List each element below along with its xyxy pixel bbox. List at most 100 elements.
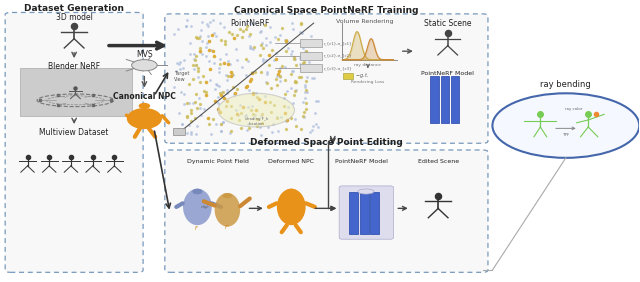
Point [281,118,291,123]
Point [195,113,205,118]
Point [185,40,195,45]
Point [216,129,226,133]
Point [223,73,234,78]
Point [248,45,259,49]
Point [172,61,182,65]
Point [208,116,218,121]
Point [252,108,262,113]
Point [173,27,183,31]
Point [200,45,211,49]
Point [254,97,264,101]
Point [252,117,262,122]
Point [282,88,292,93]
Point [248,21,259,25]
Point [301,78,312,83]
Text: PointNeRF Model: PointNeRF Model [421,71,474,76]
Point [289,57,299,61]
Point [232,32,242,37]
Point [275,114,285,119]
FancyBboxPatch shape [165,14,488,143]
Point [301,49,312,53]
Point [310,99,321,103]
Point [226,115,236,120]
Point [184,123,194,128]
Point [241,22,251,27]
Point [222,90,232,95]
Point [275,33,285,38]
Text: $c(\psi)$: $c(\psi)$ [200,203,210,211]
Point [232,58,242,62]
Point [182,130,193,135]
FancyBboxPatch shape [339,186,394,239]
Point [186,24,196,28]
Text: Blender NeRF: Blender NeRF [48,62,100,71]
Text: Multiview Dataset: Multiview Dataset [40,128,109,137]
Text: MVS: MVS [136,50,153,59]
FancyBboxPatch shape [20,68,132,116]
Point [279,104,289,108]
Point [181,24,191,29]
Point [211,34,221,39]
Point [189,56,200,61]
Point [246,46,256,50]
Point [244,126,255,130]
Point [191,92,201,97]
Point [179,58,189,62]
Point [261,58,271,63]
Point [202,41,212,45]
Point [237,29,248,34]
Point [204,58,214,63]
FancyBboxPatch shape [300,64,322,72]
Point [300,50,310,54]
Point [186,119,196,123]
Text: $F'$: $F'$ [225,224,230,232]
Point [226,129,236,133]
Point [242,24,252,29]
Point [190,100,200,105]
Point [290,80,300,84]
Point [299,115,309,119]
Point [194,96,204,100]
Point [238,105,248,110]
Point [193,65,204,70]
Point [262,71,272,76]
Point [219,96,229,100]
Point [181,23,191,28]
Point [280,127,291,132]
Point [244,87,254,92]
Point [241,85,251,89]
Point [286,51,296,56]
Text: r_{c1},σ_{c1}: r_{c1},σ_{c1} [323,41,352,45]
Point [225,74,236,79]
Point [268,121,278,126]
Point [195,28,205,32]
Text: PointNeRF: PointNeRF [230,19,269,28]
Point [195,105,205,110]
Point [197,39,207,43]
Point [310,110,320,115]
Point [212,83,223,87]
Point [188,76,198,81]
Point [229,35,239,40]
Point [256,133,266,137]
Point [273,37,284,41]
Text: Static Scene: Static Scene [424,19,472,28]
Text: ray distance: ray distance [355,63,381,67]
Point [241,27,251,31]
Point [170,131,180,136]
Point [244,43,255,48]
Point [204,121,214,126]
Point [260,100,271,105]
Point [271,56,281,61]
Point [301,107,311,112]
Point [305,130,315,135]
Point [205,78,215,83]
Point [289,55,299,59]
Point [195,50,205,55]
Point [289,92,299,97]
Point [291,89,301,93]
Point [286,116,296,121]
Point [274,69,284,73]
Point [235,27,245,32]
Point [287,69,297,74]
